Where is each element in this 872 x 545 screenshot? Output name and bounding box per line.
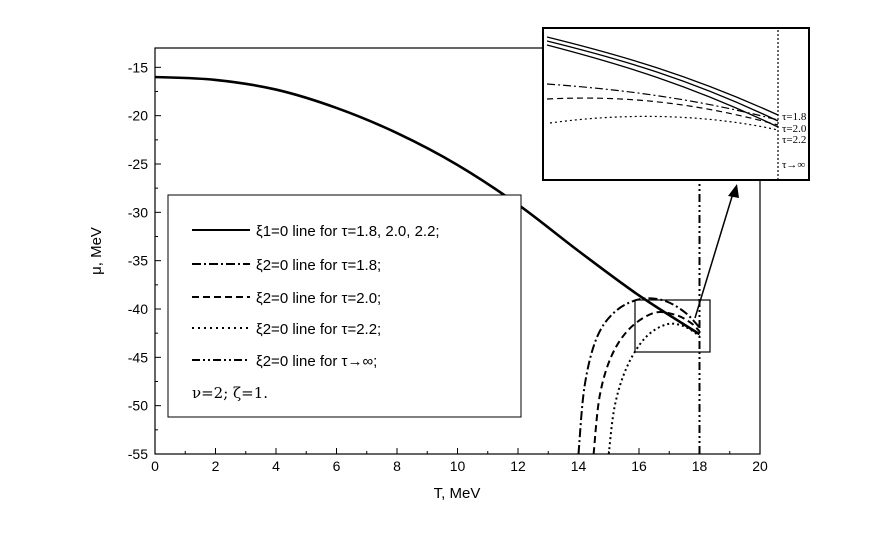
inset-frame: [542, 27, 810, 181]
x-axis-ticks: 0 2 4 6 8 10 12 14 16 18 20: [151, 448, 768, 474]
legend-label-solid: ξ1=0 line for τ=1.8, 2.0, 2.2;: [256, 223, 440, 240]
series-line-dotted: [607, 322, 701, 455]
legend: ξ1=0 line for τ=1.8, 2.0, 2.2; ξ2=0 line…: [167, 194, 522, 418]
inset-panel: τ=1.8 τ=2.0 τ=2.2 τ→∞: [542, 27, 810, 181]
legend-label-dotted: ξ2=0 line for τ=2.2;: [256, 321, 381, 338]
legend-frame: [167, 194, 522, 418]
y-tick-label: -55: [128, 446, 148, 462]
inset-solid-line-1: [546, 36, 779, 116]
y-tick-label: -50: [128, 398, 148, 414]
x-tick-label: 2: [212, 458, 220, 474]
inset-dotted-line: [549, 115, 779, 131]
inset-dashdot-line: [546, 83, 779, 121]
x-tick-label: 16: [631, 458, 647, 474]
inset-label-tau-inf: τ→∞: [782, 159, 805, 171]
y-tick-label: -35: [128, 253, 148, 269]
series-line-solid: [154, 75, 701, 336]
legend-label-dashdotdot: ξ2=0 line for τ→∞;: [256, 353, 377, 370]
y-tick-label: -40: [128, 301, 148, 317]
y-tick-label: -45: [128, 349, 148, 365]
inset-dashed-line: [546, 97, 779, 126]
x-tick-label: 14: [571, 458, 587, 474]
y-tick-label: -20: [128, 108, 148, 124]
inset-label-tau-1-8: τ=1.8: [782, 111, 807, 123]
y-axis-ticks: -15 -20 -25 -30 -35 -40 -45 -50 -55: [128, 59, 161, 462]
x-tick-label: 20: [752, 458, 768, 474]
x-axis-title: T, MeV: [434, 485, 481, 502]
legend-note: ν=2; ζ=1.: [192, 384, 268, 402]
x-tick-label: 12: [510, 458, 526, 474]
zoom-arrowhead: [728, 184, 739, 198]
y-axis-title: μ, MeV: [88, 227, 105, 275]
inset-label-tau-2-0: τ=2.0: [782, 123, 807, 135]
y-tick-label: -15: [128, 59, 148, 75]
x-tick-label: 18: [692, 458, 708, 474]
x-tick-label: 10: [450, 458, 466, 474]
zoom-arrow-line: [694, 189, 735, 319]
zoom-region-box: [634, 299, 711, 353]
series-line-dashed: [592, 310, 701, 455]
series-line-dashdot: [577, 297, 701, 455]
x-tick-label: 4: [272, 458, 280, 474]
x-tick-label: 0: [151, 458, 159, 474]
y-tick-label: -25: [128, 156, 148, 172]
inset-solid-line-3: [546, 44, 779, 128]
x-tick-label: 8: [393, 458, 401, 474]
inset-label-tau-2-2: τ=2.2: [782, 134, 806, 146]
legend-label-dashed: ξ2=0 line for τ=2.0;: [256, 290, 381, 307]
inset-solid-line-2: [546, 40, 779, 122]
legend-label-dashdot: ξ2=0 line for τ=1.8;: [256, 257, 381, 274]
y-tick-label: -30: [128, 204, 148, 220]
x-tick-label: 6: [333, 458, 341, 474]
